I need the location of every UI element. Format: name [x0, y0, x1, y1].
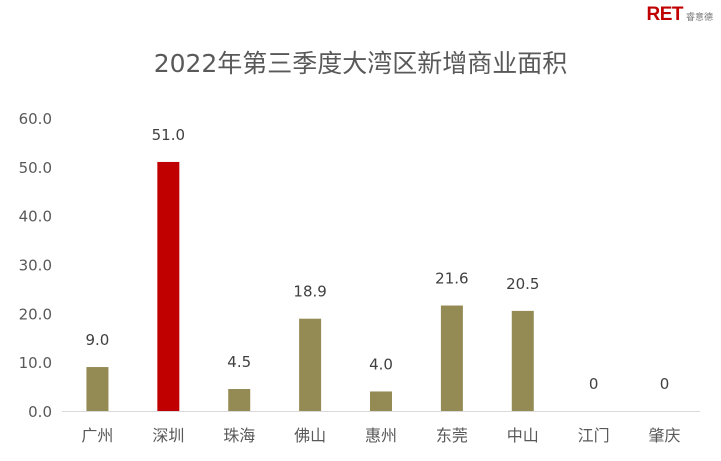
- logo-subtext: 睿意德: [685, 13, 713, 23]
- y-tick-label: 40.0: [19, 208, 52, 226]
- x-tick-label: 江门: [578, 426, 610, 445]
- bar-东莞: [440, 305, 463, 411]
- data-label: 9.0: [86, 331, 110, 349]
- logo-text: RET: [646, 4, 683, 25]
- bar-惠州: [370, 391, 392, 411]
- data-label: 51.0: [152, 126, 185, 144]
- x-tick-label: 广州: [81, 426, 113, 445]
- bar-佛山: [299, 318, 322, 411]
- ret-logo: RET 睿意德: [646, 4, 713, 26]
- data-label: 0: [589, 375, 599, 393]
- x-tick-label: 珠海: [223, 426, 255, 445]
- y-tick-label: 60.0: [19, 110, 52, 128]
- bar-广州: [86, 367, 109, 411]
- x-tick-label: 肇庆: [649, 426, 681, 445]
- data-label: 18.9: [293, 283, 326, 301]
- y-tick-label: 0.0: [28, 403, 52, 421]
- bar-中山: [511, 310, 534, 411]
- data-label: 0: [660, 375, 670, 393]
- data-label: 4.0: [369, 355, 393, 373]
- chart-title: 2022年第三季度大湾区新增商业面积: [153, 49, 568, 78]
- x-tick-label: 佛山: [294, 426, 326, 445]
- bar-珠海: [228, 389, 251, 411]
- y-tick-label: 50.0: [19, 159, 52, 177]
- y-tick-label: 20.0: [19, 305, 52, 323]
- x-tick-label: 东莞: [436, 426, 468, 445]
- x-tick-label: 惠州: [365, 426, 397, 445]
- bar-深圳: [157, 161, 180, 411]
- data-label: 4.5: [227, 353, 251, 371]
- x-tick-label: 深圳: [152, 426, 184, 445]
- x-tick-label: 中山: [507, 426, 539, 445]
- data-label: 21.6: [435, 270, 468, 288]
- y-tick-label: 10.0: [19, 354, 52, 372]
- y-tick-label: 30.0: [19, 257, 52, 275]
- data-label: 20.5: [506, 275, 539, 293]
